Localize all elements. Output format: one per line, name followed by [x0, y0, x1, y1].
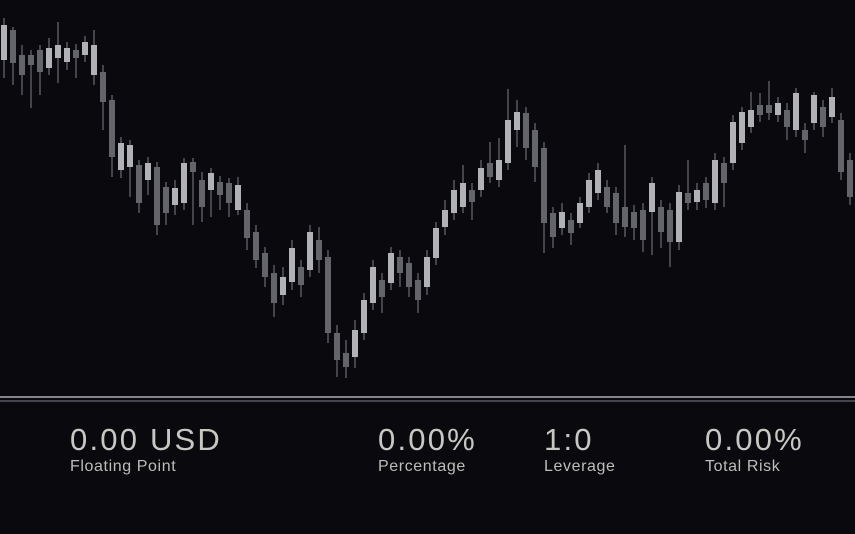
total-risk-label: Total Risk — [705, 458, 781, 475]
divider-line-bright — [0, 396, 855, 398]
leverage-value: 1:0 — [544, 422, 594, 457]
total-risk-value: 0.00% — [705, 422, 804, 457]
percentage-value: 0.00% — [378, 422, 477, 457]
leverage-label: Leverage — [544, 458, 616, 475]
floating-point-value: 0.00 USD — [70, 422, 222, 457]
stat-percentage: 0.00% Percentage — [378, 424, 477, 475]
percentage-label: Percentage — [378, 458, 466, 475]
stat-total-risk: 0.00% Total Risk — [705, 424, 804, 475]
stat-floating-point: 0.00 USD Floating Point — [70, 424, 222, 475]
divider-line-dim — [0, 400, 855, 402]
stats-bar: 0.00 USD Floating Point 0.00% Percentage… — [0, 402, 855, 534]
candlestick-chart[interactable] — [0, 0, 855, 396]
stat-leverage: 1:0 Leverage — [544, 424, 616, 475]
chart-area — [0, 0, 855, 396]
floating-point-label: Floating Point — [70, 458, 177, 475]
